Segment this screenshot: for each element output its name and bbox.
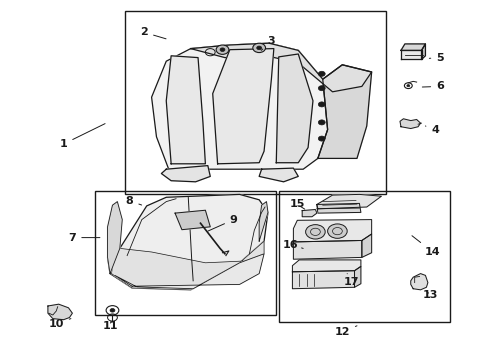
Polygon shape [317, 65, 371, 158]
Circle shape [318, 120, 325, 125]
Text: 13: 13 [422, 290, 437, 300]
Circle shape [327, 224, 346, 238]
Polygon shape [151, 43, 327, 169]
Polygon shape [259, 202, 267, 241]
Polygon shape [410, 274, 427, 290]
Polygon shape [316, 194, 381, 209]
Text: 8: 8 [125, 196, 142, 206]
Polygon shape [190, 43, 371, 92]
Polygon shape [107, 202, 122, 274]
Polygon shape [354, 266, 360, 287]
Polygon shape [421, 44, 425, 59]
Bar [95, 191, 276, 315]
Text: 5: 5 [428, 53, 443, 63]
Polygon shape [175, 210, 210, 230]
Polygon shape [400, 50, 421, 59]
Polygon shape [361, 234, 371, 257]
Circle shape [252, 43, 265, 53]
Text: 17: 17 [343, 274, 358, 287]
Text: 3: 3 [261, 36, 275, 50]
Polygon shape [259, 168, 298, 182]
Circle shape [318, 136, 325, 141]
Text: 10: 10 [48, 319, 71, 329]
Circle shape [110, 309, 115, 312]
Polygon shape [293, 240, 361, 259]
Polygon shape [111, 241, 264, 290]
Text: 6: 6 [422, 81, 443, 91]
Text: 4: 4 [425, 125, 438, 135]
Text: 16: 16 [283, 240, 303, 250]
Bar [278, 191, 449, 322]
Polygon shape [166, 56, 205, 164]
Circle shape [220, 48, 224, 51]
Circle shape [305, 225, 325, 239]
Polygon shape [400, 44, 425, 50]
Text: 7: 7 [68, 233, 100, 243]
Text: 2: 2 [140, 27, 166, 39]
Bar [124, 11, 386, 194]
Text: 11: 11 [102, 321, 118, 331]
Text: 12: 12 [334, 326, 356, 337]
Circle shape [216, 45, 228, 54]
Text: 15: 15 [289, 199, 305, 210]
Text: 1: 1 [60, 123, 105, 149]
Polygon shape [292, 271, 354, 289]
Text: 14: 14 [411, 236, 440, 257]
Polygon shape [276, 54, 312, 163]
Polygon shape [115, 254, 264, 289]
Polygon shape [399, 119, 420, 129]
Polygon shape [161, 166, 210, 182]
Polygon shape [292, 260, 360, 272]
Polygon shape [107, 194, 267, 290]
Circle shape [318, 86, 325, 91]
Circle shape [406, 85, 409, 87]
Polygon shape [48, 304, 72, 320]
Polygon shape [212, 49, 273, 164]
Polygon shape [302, 210, 316, 217]
Circle shape [318, 71, 325, 76]
Polygon shape [316, 203, 360, 213]
Circle shape [318, 102, 325, 107]
Circle shape [256, 46, 261, 50]
Text: 9: 9 [207, 215, 237, 231]
Polygon shape [293, 220, 371, 242]
